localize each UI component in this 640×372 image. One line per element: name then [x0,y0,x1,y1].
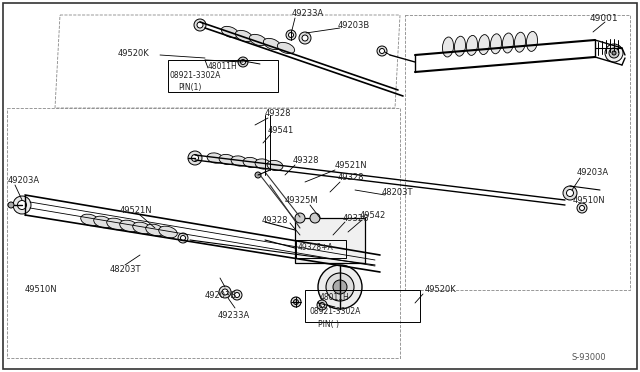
Text: 49520K: 49520K [425,285,457,295]
Ellipse shape [502,33,513,53]
Ellipse shape [93,216,112,228]
Ellipse shape [377,46,387,56]
Ellipse shape [194,19,206,31]
Text: 08921-3302A: 08921-3302A [310,308,362,317]
Ellipse shape [146,224,164,236]
Ellipse shape [238,57,248,67]
Ellipse shape [159,226,177,238]
Text: PIN( ): PIN( ) [318,321,339,330]
Text: 49542: 49542 [360,211,387,219]
Ellipse shape [467,35,477,55]
Ellipse shape [318,265,362,309]
Ellipse shape [454,36,465,56]
Ellipse shape [267,160,283,171]
Ellipse shape [291,297,301,307]
Text: 08921-3302A: 08921-3302A [170,71,221,80]
Ellipse shape [13,196,31,214]
Bar [295,218,365,263]
Ellipse shape [222,289,228,295]
Ellipse shape [442,37,454,57]
Ellipse shape [232,290,242,300]
Ellipse shape [326,273,354,301]
Text: 49203B: 49203B [205,291,237,299]
Ellipse shape [295,213,305,223]
Text: 49233A: 49233A [218,311,250,320]
Ellipse shape [317,300,327,310]
Ellipse shape [333,280,347,294]
Ellipse shape [609,48,619,58]
Ellipse shape [563,186,577,200]
Ellipse shape [250,34,267,46]
Ellipse shape [107,218,125,230]
Ellipse shape [219,154,235,165]
Ellipse shape [286,30,296,40]
Text: 48203T: 48203T [382,187,413,196]
Text: 48203T: 48203T [110,266,141,275]
Ellipse shape [234,292,239,298]
Ellipse shape [219,286,231,298]
Text: 49203A: 49203A [577,167,609,176]
Ellipse shape [566,189,573,196]
Ellipse shape [255,172,261,178]
Ellipse shape [605,44,623,62]
Ellipse shape [479,35,490,55]
Bar [296,240,346,258]
Bar [305,290,420,322]
Ellipse shape [299,32,311,44]
Text: 48011H: 48011H [320,294,349,302]
Ellipse shape [231,156,247,166]
Text: 49328: 49328 [343,214,369,222]
Ellipse shape [319,302,324,308]
Ellipse shape [243,157,259,168]
Text: 49521N: 49521N [335,160,367,170]
Text: 49328: 49328 [265,109,291,118]
Ellipse shape [515,32,525,52]
Ellipse shape [289,32,294,38]
Text: 49521N: 49521N [120,205,152,215]
Ellipse shape [490,34,502,54]
Text: 49328: 49328 [293,155,319,164]
Text: 49328+A: 49328+A [298,244,333,253]
Ellipse shape [302,35,308,41]
Ellipse shape [577,203,587,213]
Text: 49233A: 49233A [292,9,324,17]
Ellipse shape [197,22,203,28]
Ellipse shape [380,48,385,54]
Ellipse shape [180,235,186,241]
Ellipse shape [207,153,223,163]
Ellipse shape [81,214,99,226]
Ellipse shape [241,60,246,64]
Ellipse shape [120,220,138,232]
Ellipse shape [277,42,294,54]
Bar [168,60,278,92]
Ellipse shape [527,31,538,51]
Ellipse shape [264,38,280,49]
Text: 49203B: 49203B [338,20,371,29]
Ellipse shape [579,205,584,211]
Ellipse shape [17,201,26,209]
Text: 49328: 49328 [338,173,365,182]
Text: 49510N: 49510N [25,285,58,295]
Text: 49510N: 49510N [573,196,605,205]
Ellipse shape [294,299,298,305]
Ellipse shape [310,213,320,223]
Ellipse shape [255,159,271,169]
Text: 49520K: 49520K [118,48,150,58]
Ellipse shape [221,26,239,38]
Text: PIN(1): PIN(1) [178,83,202,92]
Text: S-93000: S-93000 [572,353,607,362]
Text: 49325M: 49325M [285,196,319,205]
Ellipse shape [132,222,151,234]
Ellipse shape [8,202,14,208]
Ellipse shape [188,151,202,165]
Text: 48011H: 48011H [208,61,237,71]
Text: 49541: 49541 [268,125,294,135]
Ellipse shape [612,51,616,55]
Text: 49328: 49328 [262,215,289,224]
Ellipse shape [191,154,198,161]
Text: 49001: 49001 [590,13,619,22]
Ellipse shape [236,31,253,42]
Ellipse shape [178,233,188,243]
Text: 49203A: 49203A [8,176,40,185]
